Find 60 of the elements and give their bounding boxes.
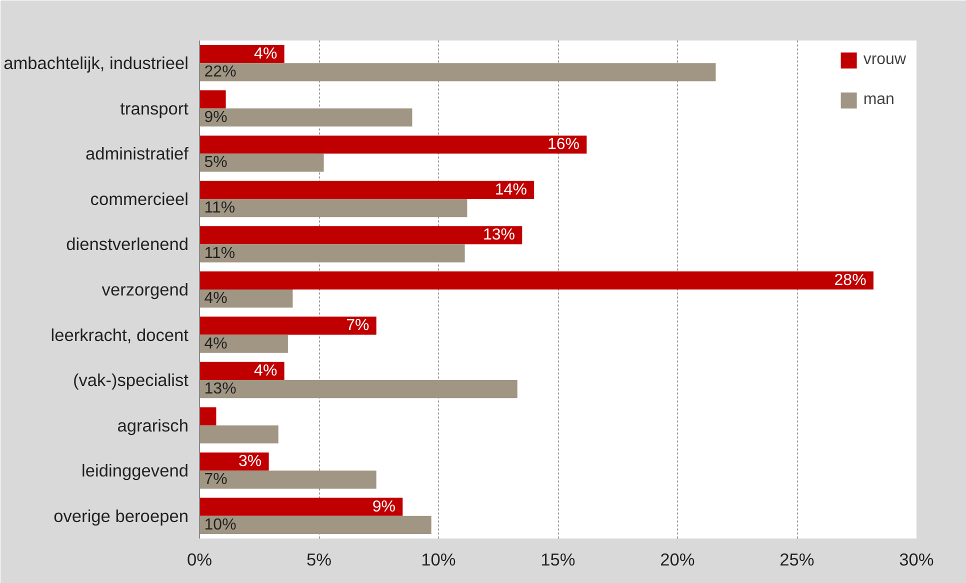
data-label: 4% <box>204 335 228 352</box>
bar <box>200 108 412 127</box>
bar <box>200 154 324 172</box>
bar <box>200 45 284 64</box>
data-label: 4% <box>254 46 278 63</box>
x-tick-label: 10% <box>421 550 456 570</box>
data-label: 11% <box>204 244 236 262</box>
data-label: 13% <box>204 380 236 398</box>
bar <box>200 63 716 82</box>
data-label: 22% <box>204 64 236 81</box>
data-label: 28% <box>834 272 866 289</box>
data-label: 4% <box>254 362 278 380</box>
bar <box>200 244 465 262</box>
data-label: 5% <box>204 154 228 172</box>
x-tick-label: 25% <box>780 550 814 570</box>
data-label: 4% <box>204 290 228 308</box>
bar <box>200 516 432 534</box>
bar <box>200 316 376 335</box>
legend-label: man <box>863 91 894 109</box>
data-label: 7% <box>204 471 228 488</box>
bar <box>200 271 874 290</box>
data-label: 10% <box>204 516 236 534</box>
bar <box>200 362 284 380</box>
y-tick-label: ambachtelijk, industrieel <box>4 53 189 74</box>
y-tick-label: transport <box>120 98 189 118</box>
x-tick-label: 5% <box>306 550 332 570</box>
y-tick-label: dienstverlenend <box>66 234 189 254</box>
y-tick-label: leidinggevend <box>82 460 189 481</box>
bar <box>200 380 518 398</box>
bar <box>200 226 522 244</box>
bar <box>200 290 293 308</box>
bar <box>200 334 288 353</box>
x-tick-label: 15% <box>540 550 576 570</box>
y-tick-label: commercieel <box>90 188 189 209</box>
x-tick-label: 0% <box>186 550 212 570</box>
x-tick-label: 20% <box>660 550 695 570</box>
y-tick-label: leerkracht, docent <box>50 324 189 345</box>
data-label: 9% <box>372 498 396 516</box>
y-tick-label: (vak-)specialist <box>72 370 189 390</box>
bar <box>200 470 376 489</box>
data-label: 7% <box>346 317 370 334</box>
bar <box>200 407 216 426</box>
data-label: 14% <box>494 181 527 198</box>
bar <box>200 498 403 516</box>
y-tick-label: verzorgend <box>102 280 189 300</box>
bar <box>200 136 587 154</box>
data-label: 3% <box>238 453 262 470</box>
y-tick-label: agrarisch <box>117 415 189 436</box>
x-tick-label: 30% <box>899 550 934 570</box>
legend-label: vrouw <box>863 51 906 69</box>
data-label: 9% <box>204 108 228 126</box>
data-label: 16% <box>547 136 580 154</box>
bar <box>200 180 534 199</box>
bar <box>200 90 226 108</box>
y-tick-label: administratief <box>85 144 189 164</box>
y-tick-label: overige beroepen <box>54 506 189 526</box>
data-label: 13% <box>482 226 515 244</box>
data-label: 11% <box>204 200 236 217</box>
bar <box>200 198 468 218</box>
bar <box>200 425 278 444</box>
